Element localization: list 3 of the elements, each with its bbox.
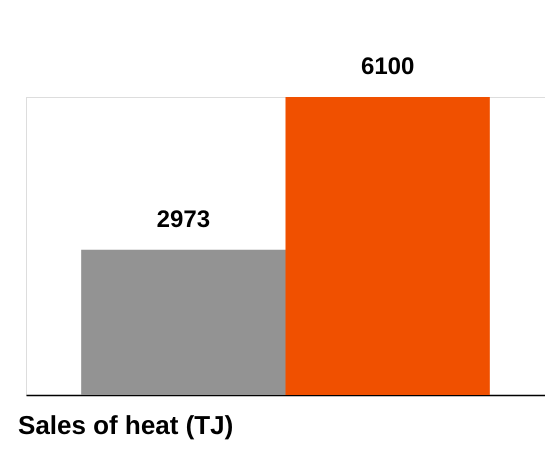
text: Sales of heat (TJ) [18,410,234,440]
data-label: 2973 [156,206,210,233]
data-label: 6100 [360,53,414,80]
